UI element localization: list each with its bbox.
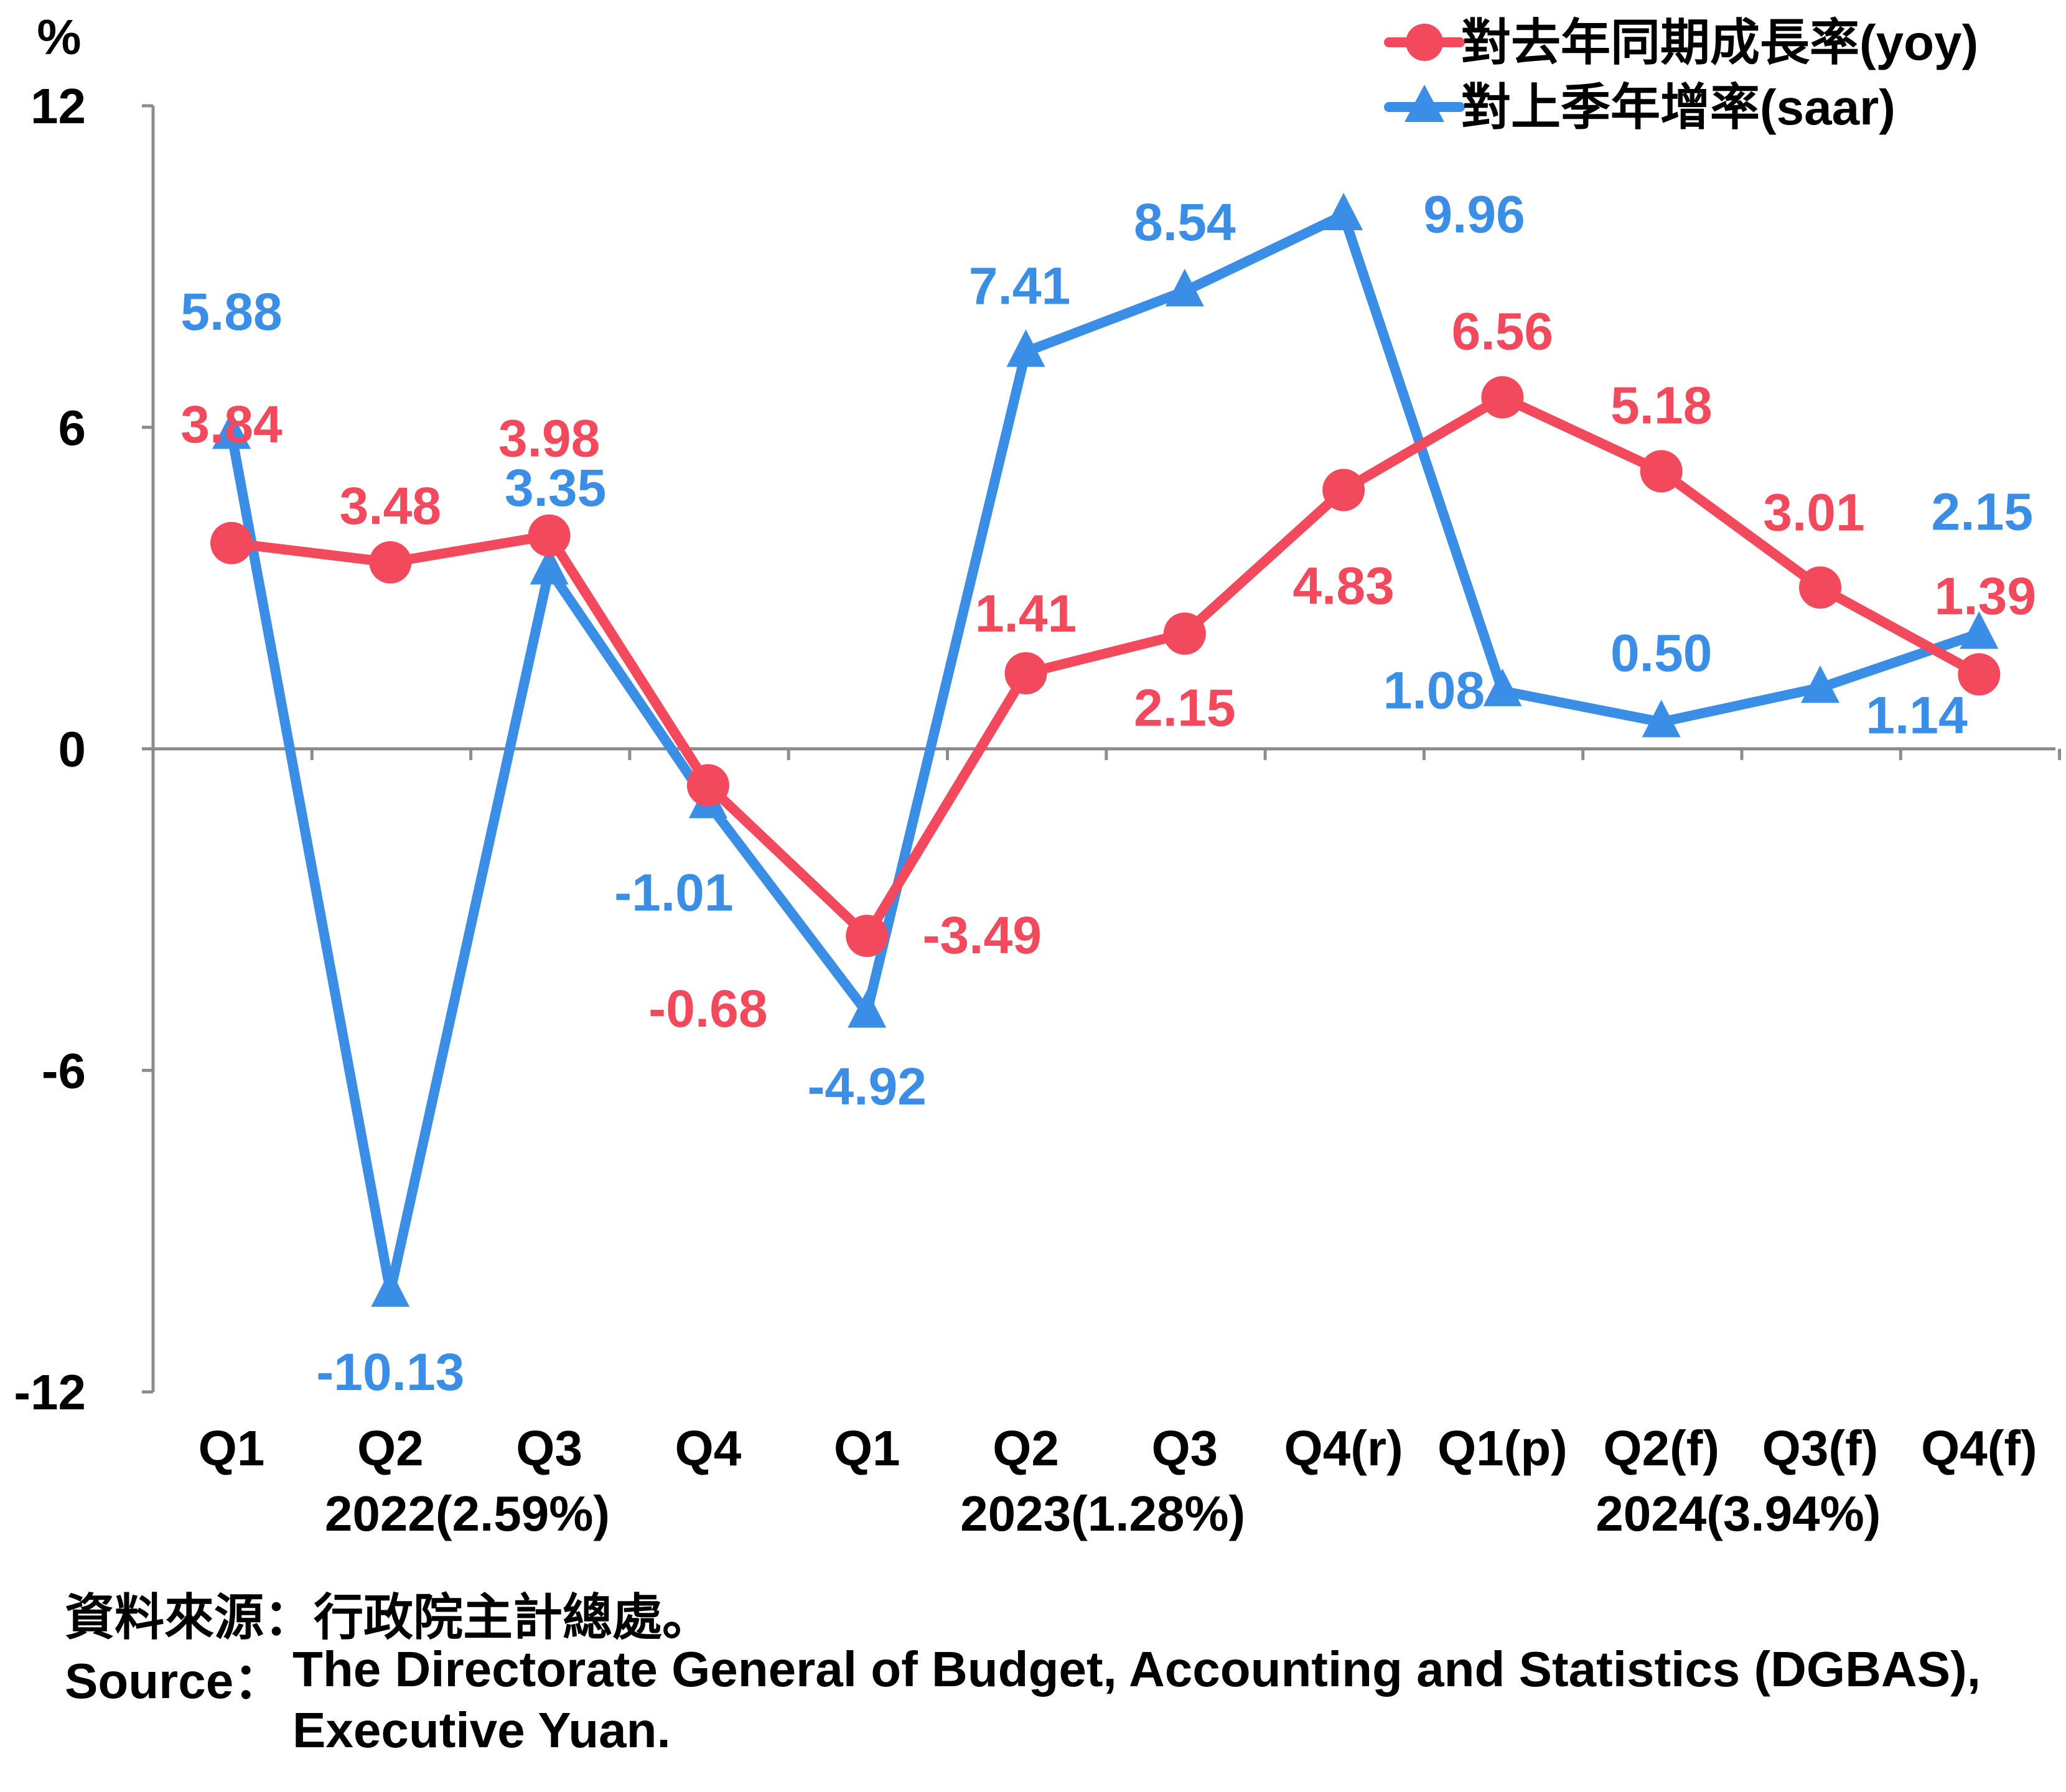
yoy-data-label: -0.68 xyxy=(648,979,767,1038)
legend-label: 對去年同期成長率(yoy) xyxy=(1461,15,1978,70)
x-tick-label: Q4 xyxy=(675,1421,742,1476)
saar-data-label: -10.13 xyxy=(316,1343,464,1401)
series-yoy-line xyxy=(227,392,1984,941)
yoy-point xyxy=(1481,376,1524,419)
yoy-data-label: 1.41 xyxy=(975,584,1077,643)
yoy-point xyxy=(1004,652,1047,695)
y-tick-label: -6 xyxy=(42,1043,86,1098)
yoy-data-label: 3.98 xyxy=(498,409,601,468)
year-group-label: 2024(3.94%) xyxy=(1596,1486,1881,1541)
saar-point xyxy=(848,990,887,1028)
year-group-label: 2022(2.59%) xyxy=(325,1486,610,1541)
x-tick-label: Q3(f) xyxy=(1762,1421,1879,1476)
x-tick-label: Q4(f) xyxy=(1921,1421,2037,1476)
legend-label: 對上季年增率(saar) xyxy=(1461,80,1895,135)
saar-data-label: -4.92 xyxy=(807,1057,926,1116)
x-tick-label: Q1(p) xyxy=(1437,1421,1568,1476)
saar-point xyxy=(1483,668,1522,706)
saar-point xyxy=(1642,699,1681,737)
saar-point xyxy=(1006,329,1045,367)
saar-data-label: -1.01 xyxy=(614,863,733,922)
y-tick-label: 6 xyxy=(58,400,86,455)
saar-point xyxy=(1324,192,1363,231)
x-tick-label: Q1 xyxy=(834,1421,900,1476)
yoy-data-label: 5.18 xyxy=(1610,376,1713,434)
source-label: Source： xyxy=(65,1653,284,1709)
legend-marker-circle xyxy=(1406,24,1443,61)
source-note-en-line2: Executive Yuan. xyxy=(292,1702,671,1758)
yoy-data-label: 3.48 xyxy=(340,477,442,535)
x-tick-label: Q3 xyxy=(516,1421,582,1476)
saar-data-label: 7.41 xyxy=(969,256,1071,315)
yoy-data-label: 2.15 xyxy=(1134,678,1236,737)
yoy-point xyxy=(1163,612,1206,655)
saar-data-label: 1.08 xyxy=(1383,661,1485,719)
x-tick-label: Q2 xyxy=(357,1421,424,1476)
saar-data-label: 0.50 xyxy=(1610,623,1713,682)
x-tick-label: Q2 xyxy=(993,1421,1059,1476)
y-tick-label: 0 xyxy=(58,722,86,777)
yoy-data-label: 6.56 xyxy=(1452,302,1554,361)
x-tick-label: Q2(f) xyxy=(1603,1421,1719,1476)
saar-data-label: 2.15 xyxy=(1932,482,2034,541)
yoy-data-label: -3.49 xyxy=(922,906,1041,964)
saar-point xyxy=(371,1269,410,1307)
saar-data-label: 3.35 xyxy=(505,459,607,517)
y-tick-label: -12 xyxy=(14,1365,86,1420)
series-saar-line xyxy=(227,210,1984,1297)
saar-point xyxy=(1801,665,1839,703)
source-note-zh: 資料來源：行政院主計總處。 xyxy=(65,1590,712,1645)
yoy-point xyxy=(210,521,253,564)
saar-point xyxy=(1165,269,1204,307)
saar-data-label: 9.96 xyxy=(1423,185,1525,244)
x-tick-label: Q4(r) xyxy=(1284,1421,1403,1476)
saar-point xyxy=(1960,611,1999,649)
x-tick-label: Q1 xyxy=(199,1421,265,1476)
yoy-point xyxy=(369,541,412,584)
saar-point xyxy=(212,411,251,449)
saar-data-label: 5.88 xyxy=(180,282,283,341)
year-group-label: 2023(1.28%) xyxy=(960,1486,1245,1541)
yoy-point xyxy=(528,514,571,557)
saar-point xyxy=(530,547,569,585)
source-note-en-line1: The Directorate General of Budget, Accou… xyxy=(292,1641,1981,1697)
yoy-data-label: 3.01 xyxy=(1763,483,1865,541)
yoy-point xyxy=(1958,653,2001,696)
yoy-point xyxy=(686,764,729,807)
yoy-data-label: 1.39 xyxy=(1935,567,2037,625)
x-tick-label: Q3 xyxy=(1151,1421,1218,1476)
y-tick-label: 12 xyxy=(30,78,86,134)
yoy-point xyxy=(846,915,889,958)
yoy-data-label: 4.83 xyxy=(1292,557,1395,615)
yoy-point xyxy=(1799,566,1841,609)
yoy-point xyxy=(1322,469,1365,511)
saar-data-label: 8.54 xyxy=(1134,193,1236,251)
y-axis-unit: % xyxy=(37,9,81,65)
yoy-data-label: 3.84 xyxy=(180,395,283,454)
legend-marker-triangle xyxy=(1405,85,1444,122)
yoy-point xyxy=(1640,450,1683,493)
saar-data-label: 1.14 xyxy=(1866,686,1968,744)
